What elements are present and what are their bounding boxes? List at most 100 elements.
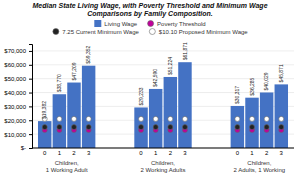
x-tick: 0 <box>43 150 47 156</box>
title: Median State Living Wage, with Poverty T… <box>32 2 267 10</box>
dot <box>153 116 158 121</box>
y-tick: $30,000 <box>4 104 32 110</box>
bar <box>134 107 147 148</box>
dot <box>250 116 255 121</box>
y-tick-mark <box>29 148 32 149</box>
y-tick-mark <box>29 79 32 80</box>
y-axis-line <box>29 45 33 149</box>
legend: Living WagePoverty Threshold 7.25 Current… <box>53 20 248 35</box>
legend-label: 7.25 Current Minimum Wage <box>62 29 139 35</box>
dot <box>71 125 76 130</box>
bar <box>245 98 258 148</box>
y-tick: $60,000 <box>4 62 32 68</box>
x-tick: 3 <box>280 150 284 156</box>
dot <box>57 125 62 130</box>
legend-row: 7.25 Current Minimum Wage $10.10 Proposed… <box>53 29 248 36</box>
x-tick-label: 1 <box>58 150 62 156</box>
series <box>42 116 284 121</box>
dot <box>235 116 240 121</box>
dot <box>279 116 284 121</box>
legend-swatch <box>149 29 155 35</box>
x-axis: 0 1 2 3 <box>236 150 284 156</box>
series <box>42 125 284 130</box>
y-tick: $- <box>21 145 32 151</box>
data-label: $51,224 <box>167 57 173 75</box>
x-tick: 2 <box>72 150 76 156</box>
dot <box>42 125 47 130</box>
x-tick: 3 <box>87 150 91 156</box>
dot <box>139 125 144 130</box>
data-label: $61,871 <box>182 42 188 60</box>
legend-item: Poverty Threshold <box>148 21 206 28</box>
y-axis: $- $10,000 $20,000 $30,000 $40,000 $50,000 $60… <box>4 45 32 152</box>
x-tick-label: 0 <box>236 150 240 156</box>
dot <box>86 116 91 121</box>
x-tick-label: 0 <box>139 150 143 156</box>
grid-line <box>32 148 294 149</box>
bar <box>260 92 273 148</box>
y-tick-label: $- <box>21 145 26 151</box>
dot <box>182 125 187 130</box>
x-tick-label: 2 <box>265 150 269 156</box>
title: Comparisons by Family Composition. <box>87 10 213 18</box>
x-axis: 0123 <box>139 150 187 156</box>
y-tick: $70,000 <box>4 48 32 54</box>
y-tick-label: $30,000 <box>4 104 26 110</box>
x-tick-label: 2 <box>72 150 76 156</box>
y-tick-label: $50,000 <box>4 76 26 82</box>
x-tick-label: 3 <box>87 150 91 156</box>
bar <box>275 84 288 148</box>
dot <box>182 116 187 121</box>
x-tick-label: 0 <box>43 150 47 156</box>
dot <box>235 125 240 130</box>
legend-swatch <box>94 20 101 27</box>
bar <box>53 94 66 148</box>
y-tick: $10,000 <box>4 132 32 138</box>
y-tick-mark <box>29 120 32 121</box>
data-label: $30,317 <box>234 86 240 104</box>
dot <box>153 125 158 130</box>
x-tick: 0 <box>139 150 143 156</box>
group-label: 2 Working Adults <box>141 167 186 173</box>
x-tick: 1 <box>154 150 158 156</box>
dot <box>279 125 284 130</box>
y-tick: $50,000 <box>4 76 32 82</box>
y-tick-mark <box>29 134 32 135</box>
group-label: 1 Working Adult <box>46 167 88 173</box>
y-tick: $20,000 <box>4 118 32 124</box>
plot: $- $10,000 $20,000 $30,000 $40,000 $50,000 $60… <box>4 42 294 173</box>
x-tick: 2 <box>169 150 173 156</box>
group-label: Children, <box>55 160 79 166</box>
dot <box>86 125 91 130</box>
data-label: $38,770 <box>56 74 62 92</box>
y-tick-label: $20,000 <box>4 118 26 124</box>
dot <box>168 116 173 121</box>
legend-item: 7.25 Current Minimum Wage <box>53 29 140 36</box>
x-tick: 1 <box>250 150 254 156</box>
data-label: $45,871 <box>278 64 284 82</box>
x-axis-line <box>32 148 294 149</box>
data-labels: $19,382$38,770$47,209$59,352$29,233$42,5… <box>41 42 284 119</box>
bar <box>38 121 51 148</box>
y-tick-mark <box>29 93 32 94</box>
legend-swatch <box>148 21 154 27</box>
y-tick-label: $60,000 <box>4 62 26 68</box>
data-label: $40,029 <box>263 72 269 90</box>
y-tick-mark <box>29 51 32 52</box>
x-tick: 2 <box>265 150 269 156</box>
y-tick-label: $40,000 <box>4 90 26 96</box>
data-label: $42,590 <box>152 69 158 87</box>
dot <box>139 116 144 121</box>
legend-row: Living WagePoverty Threshold <box>94 20 205 27</box>
data-label: $59,352 <box>85 45 91 63</box>
legend-item: $10.10 Proposed Minimum Wage <box>149 29 248 36</box>
bar <box>178 62 191 148</box>
y-tick: $40,000 <box>4 90 32 96</box>
legend-swatch <box>53 29 59 35</box>
grid <box>32 51 294 148</box>
bar <box>164 77 177 148</box>
group-label: 2 Adults, 1 Working <box>234 167 286 173</box>
series <box>38 62 288 148</box>
legend-label: $10.10 Proposed Minimum Wage <box>159 29 248 35</box>
dot <box>264 116 269 121</box>
